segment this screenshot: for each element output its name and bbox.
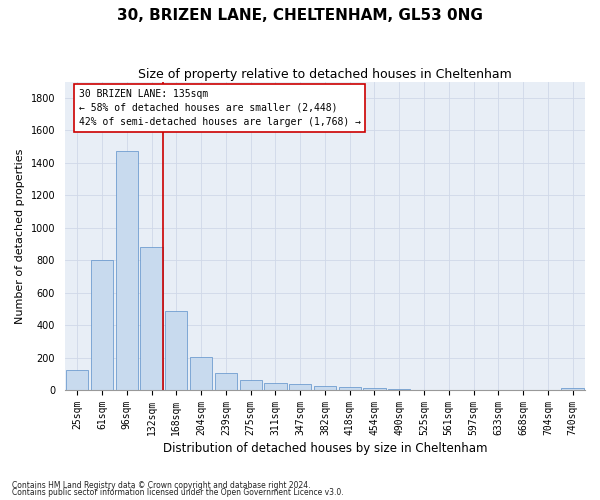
Text: Contains HM Land Registry data © Crown copyright and database right 2024.: Contains HM Land Registry data © Crown c… — [12, 480, 311, 490]
Text: Contains public sector information licensed under the Open Government Licence v3: Contains public sector information licen… — [12, 488, 344, 497]
Bar — [116, 150, 138, 390]
Bar — [562, 388, 584, 390]
Text: 30, BRIZEN LANE, CHELTENHAM, GL53 0NG: 30, BRIZEN LANE, CHELTENHAM, GL53 0NG — [117, 8, 483, 22]
X-axis label: Distribution of detached houses by size in Cheltenham: Distribution of detached houses by size … — [163, 442, 487, 455]
Bar — [338, 387, 361, 390]
Bar — [364, 388, 386, 390]
Bar — [264, 383, 287, 390]
Title: Size of property relative to detached houses in Cheltenham: Size of property relative to detached ho… — [138, 68, 512, 80]
Bar — [239, 380, 262, 390]
Bar — [314, 386, 336, 390]
Bar — [140, 247, 163, 390]
Y-axis label: Number of detached properties: Number of detached properties — [15, 148, 25, 324]
Bar — [190, 357, 212, 390]
Bar — [289, 384, 311, 390]
Text: 30 BRIZEN LANE: 135sqm
← 58% of detached houses are smaller (2,448)
42% of semi-: 30 BRIZEN LANE: 135sqm ← 58% of detached… — [79, 89, 361, 127]
Bar — [165, 310, 187, 390]
Bar — [215, 373, 237, 390]
Bar — [66, 370, 88, 390]
Bar — [91, 260, 113, 390]
